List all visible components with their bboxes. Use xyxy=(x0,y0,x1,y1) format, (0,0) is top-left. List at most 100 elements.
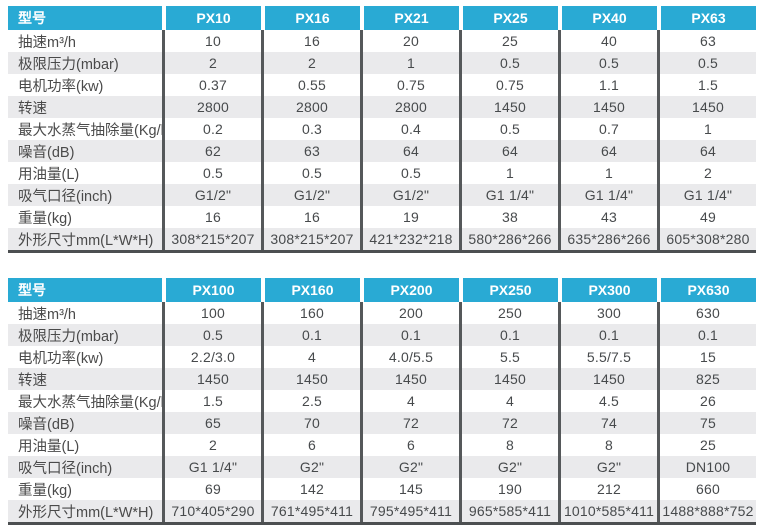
spec-cell-value: 825 xyxy=(657,368,756,390)
spec-cell-value: 2800 xyxy=(360,96,459,118)
spec-row-label: 最大水蒸气抽除量(Kg/h) xyxy=(8,118,162,140)
spec-row-label: 噪音(dB) xyxy=(8,140,162,162)
spec-cell-value: G2" xyxy=(558,456,657,478)
spec-cell-value: 65 xyxy=(162,412,261,434)
spec-row: 转速 1450 1450 1450 1450 1450 825 xyxy=(8,368,756,390)
spec-cell-value: 2800 xyxy=(261,96,360,118)
spec-row: 极限压力(mbar) 2 2 1 0.5 0.5 0.5 xyxy=(8,52,756,74)
spec-cell-value: 2 xyxy=(162,434,261,456)
spec-cell-value: G2" xyxy=(360,456,459,478)
spec-cell-value: 15 xyxy=(657,346,756,368)
spec-row: 最大水蒸气抽除量(Kg/h) 0.2 0.3 0.4 0.5 0.7 1 xyxy=(8,118,756,140)
spec-row-label: 极限压力(mbar) xyxy=(8,52,162,74)
spec-row: 最大水蒸气抽除量(Kg/h) 1.5 2.5 4 4 4.5 26 xyxy=(8,390,756,412)
spec-cell-value: 25 xyxy=(657,434,756,456)
spec-cell-value: 0.1 xyxy=(558,324,657,346)
spec-table-2: 型号 PX100 PX160 PX200 PX250 PX300 PX630 抽速m³/h 10… xyxy=(8,278,756,525)
spec-row-label: 抽速m³/h xyxy=(8,302,162,324)
model-row-label: 型号 xyxy=(8,278,162,302)
spec-cell-value: 63 xyxy=(657,30,756,52)
spec-cell-value: G2" xyxy=(261,456,360,478)
spec-cell-value: 64 xyxy=(558,140,657,162)
table-header-row: 型号 PX10 PX16 PX21 PX25 PX40 PX63 xyxy=(8,6,756,30)
spec-cell-value: 0.5 xyxy=(459,118,558,140)
spec-cell-value: 4 xyxy=(459,390,558,412)
spec-cell-value: 16 xyxy=(162,206,261,228)
spec-cell-value: 38 xyxy=(459,206,558,228)
spec-row: 抽速m³/h 10 16 20 25 40 63 xyxy=(8,30,756,52)
spec-cell-value: 0.5 xyxy=(558,52,657,74)
spec-cell-value: 580*286*266 xyxy=(459,228,558,250)
spec-row-label: 外形尺寸mm(L*W*H) xyxy=(8,228,162,250)
spec-row-label: 噪音(dB) xyxy=(8,412,162,434)
spec-cell-value: 8 xyxy=(459,434,558,456)
spec-cell-value: 5.5/7.5 xyxy=(558,346,657,368)
spec-table-1: 型号 PX10 PX16 PX21 PX25 PX40 PX63 抽速m³/h 10 16 20 25… xyxy=(8,6,756,253)
tables-root: 型号 PX10 PX16 PX21 PX25 PX40 PX63 抽速m³/h 10 16 20 25… xyxy=(8,6,756,525)
model-column-header: PX63 xyxy=(657,6,756,30)
spec-cell-value: 795*495*411 xyxy=(360,500,459,522)
spec-cell-value: 250 xyxy=(459,302,558,324)
spec-cell-value: 710*405*290 xyxy=(162,500,261,522)
spec-cell-value: 0.1 xyxy=(261,324,360,346)
spec-cell-value: 1450 xyxy=(657,96,756,118)
spec-row: 用油量(L) 2 6 6 8 8 25 xyxy=(8,434,756,456)
spec-cell-value: 62 xyxy=(162,140,261,162)
spec-cell-value: 0.7 xyxy=(558,118,657,140)
spec-cell-value: 64 xyxy=(459,140,558,162)
spec-row: 吸气口径(inch) G1 1/4" G2" G2" G2" G2" DN100 xyxy=(8,456,756,478)
spec-cell-value: 1450 xyxy=(459,96,558,118)
spec-row: 吸气口径(inch) G1/2" G1/2" G1/2" G1 1/4" G1 1/4" G… xyxy=(8,184,756,206)
spec-cell-value: 160 xyxy=(261,302,360,324)
model-column-header: PX200 xyxy=(360,278,459,302)
spec-cell-value: 660 xyxy=(657,478,756,500)
spec-cell-value: 0.5 xyxy=(261,162,360,184)
model-column-header: PX630 xyxy=(657,278,756,302)
model-column-header: PX25 xyxy=(459,6,558,30)
spec-cell-value: 1 xyxy=(657,118,756,140)
model-column-header: PX160 xyxy=(261,278,360,302)
spec-cell-value: 630 xyxy=(657,302,756,324)
spec-cell-value: 74 xyxy=(558,412,657,434)
spec-row-label: 电机功率(kw) xyxy=(8,346,162,368)
spec-cell-value: 0.2 xyxy=(162,118,261,140)
spec-cell-value: 43 xyxy=(558,206,657,228)
spec-cell-value: G1/2" xyxy=(261,184,360,206)
spec-cell-value: 1450 xyxy=(261,368,360,390)
spec-cell-value: 635*286*266 xyxy=(558,228,657,250)
spec-row: 极限压力(mbar) 0.5 0.1 0.1 0.1 0.1 0.1 xyxy=(8,324,756,346)
model-column-header: PX16 xyxy=(261,6,360,30)
spec-cell-value: G1 1/4" xyxy=(162,456,261,478)
spec-cell-value: 0.3 xyxy=(261,118,360,140)
spec-cell-value: 300 xyxy=(558,302,657,324)
model-row-label: 型号 xyxy=(8,6,162,30)
spec-cell-value: 64 xyxy=(657,140,756,162)
spec-cell-value: 8 xyxy=(558,434,657,456)
table-header-row: 型号 PX100 PX160 PX200 PX250 PX300 PX630 xyxy=(8,278,756,302)
spec-cell-value: 0.5 xyxy=(459,52,558,74)
model-column-header: PX250 xyxy=(459,278,558,302)
spec-row-label: 转速 xyxy=(8,368,162,390)
spec-row-label: 外形尺寸mm(L*W*H) xyxy=(8,500,162,522)
spec-row: 电机功率(kw) 2.2/3.0 4 4.0/5.5 5.5 5.5/7.5 15 xyxy=(8,346,756,368)
spec-row: 外形尺寸mm(L*W*H) 710*405*290 761*495*411 795*4… xyxy=(8,500,756,522)
spec-cell-value: 605*308*280 xyxy=(657,228,756,250)
spec-cell-value: G1 1/4" xyxy=(558,184,657,206)
spec-cell-value: 1450 xyxy=(558,368,657,390)
spec-row: 外形尺寸mm(L*W*H) 308*215*207 308*215*207 421*2… xyxy=(8,228,756,250)
spec-cell-value: 0.75 xyxy=(360,74,459,96)
spec-row-label: 重量(kg) xyxy=(8,206,162,228)
spec-cell-value: 1010*585*411 xyxy=(558,500,657,522)
spec-cell-value: 308*215*207 xyxy=(162,228,261,250)
spec-cell-value: 6 xyxy=(360,434,459,456)
spec-cell-value: 0.37 xyxy=(162,74,261,96)
spec-cell-value: 69 xyxy=(162,478,261,500)
spec-row: 重量(kg) 69 142 145 190 212 660 xyxy=(8,478,756,500)
spec-cell-value: 421*232*218 xyxy=(360,228,459,250)
spec-cell-value: 4.5 xyxy=(558,390,657,412)
spec-row-label: 极限压力(mbar) xyxy=(8,324,162,346)
model-column-header: PX40 xyxy=(558,6,657,30)
spec-row: 抽速m³/h 100 160 200 250 300 630 xyxy=(8,302,756,324)
spec-cell-value: 4 xyxy=(360,390,459,412)
